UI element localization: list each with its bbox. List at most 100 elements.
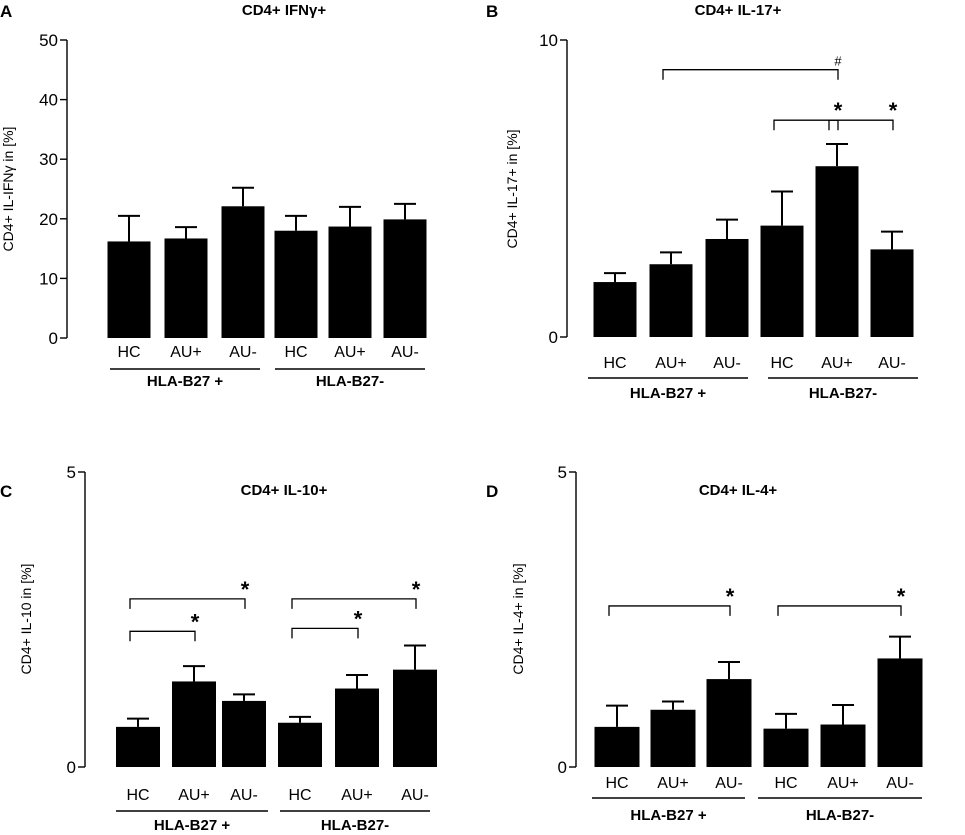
y-tick-label: 5 (558, 463, 567, 482)
significance-bracket (129, 630, 196, 642)
significance-bracket (773, 119, 839, 131)
panel-letter: B (486, 2, 498, 21)
group-label: HLA-B27- (809, 385, 877, 402)
category-label: AU+ (821, 355, 853, 372)
bar-c-2 (222, 700, 266, 767)
y-tick-label: 30 (39, 150, 58, 169)
y-tick-label: 20 (39, 210, 58, 229)
chart-title: CD4+ IL-4+ (699, 482, 778, 499)
panel-d: D CD4+ IL-4+ 0 5 CD4+ IL-4+ in [%] HC AU+ AU- HC… (486, 463, 923, 824)
panel-letter: D (486, 482, 498, 501)
significance-symbol: * (726, 584, 735, 609)
significance-symbol: * (191, 609, 200, 634)
y-axis-label: CD4+ IL-10 in [%] (18, 564, 34, 675)
bar-c-1 (172, 681, 216, 767)
significance-symbol: * (412, 577, 421, 602)
group-label: HLA-B27 + (154, 817, 231, 834)
category-label: AU+ (341, 787, 373, 804)
bar-b-2 (705, 238, 749, 337)
bar-b-4 (815, 166, 859, 337)
group-label: HLA-B27- (321, 817, 389, 834)
group-label: HLA-B27 + (630, 385, 707, 402)
significance-symbol: * (834, 98, 843, 123)
category-label: AU- (391, 344, 419, 361)
y-tick-label: 0 (558, 758, 567, 777)
significance-bracket (777, 605, 902, 616)
panel-a: A CD4+ IFNγ+ 0 10 20 30 40 50 CD4+ IL-IFNγ in [%… (0, 2, 427, 390)
bar-c-5 (393, 669, 437, 767)
group-label: HLA-B27- (316, 373, 384, 390)
bar-a-3 (274, 230, 318, 338)
category-label: AU- (229, 344, 257, 361)
y-tick-label: 10 (539, 31, 558, 50)
bar-c-0 (116, 726, 160, 767)
bar-d-4 (820, 724, 866, 767)
category-label: AU- (401, 787, 429, 804)
significance-symbol: * (354, 606, 363, 631)
category-label: AU- (886, 775, 914, 792)
panel-letter: C (0, 482, 12, 501)
chart-title: CD4+ IL-17+ (695, 2, 782, 19)
bar-d-1 (650, 709, 696, 767)
category-label: AU+ (655, 355, 687, 372)
significance-symbol: * (889, 98, 898, 123)
category-label: AU+ (178, 787, 210, 804)
category-label: HC (774, 775, 797, 792)
bar-a-1 (164, 238, 208, 338)
significance-bracket (662, 69, 839, 80)
category-label: AU+ (827, 775, 859, 792)
significance-bracket (291, 598, 417, 609)
group-label: HLA-B27 + (630, 807, 707, 824)
bar-d-3 (763, 728, 809, 767)
significance-bracket (291, 627, 359, 639)
significance-bracket (129, 598, 246, 609)
y-tick-label: 0 (67, 758, 76, 777)
category-label: AU+ (334, 344, 366, 361)
category-label: AU- (878, 355, 906, 372)
significance-symbol: * (241, 577, 250, 602)
bar-b-3 (760, 225, 804, 337)
category-label: AU+ (657, 775, 689, 792)
bar-a-2 (221, 206, 265, 338)
group-label: HLA-B27- (806, 807, 874, 824)
bar-c-4 (335, 688, 379, 767)
significance-symbol: * (897, 584, 906, 609)
category-label: AU- (715, 775, 743, 792)
bar-d-0 (594, 726, 640, 767)
category-label: AU- (230, 787, 258, 804)
bar-a-0 (107, 241, 151, 338)
category-label: HC (284, 344, 307, 361)
chart-title: CD4+ IFNγ+ (242, 2, 326, 19)
bar-a-4 (328, 226, 372, 338)
y-tick-label: 5 (67, 463, 76, 482)
panel-b: B CD4+ IL-17+ 0 10 CD4+ IL-17+ in [%] HC AU+ AU… (486, 2, 918, 402)
category-label: AU- (713, 355, 741, 372)
group-label: HLA-B27 + (147, 373, 224, 390)
category-label: AU+ (170, 344, 202, 361)
bar-c-3 (278, 722, 322, 767)
category-label: HC (288, 787, 311, 804)
panel-letter: A (0, 2, 12, 21)
y-axis-label: CD4+ IL-17+ in [%] (504, 129, 520, 248)
y-tick-label: 40 (39, 91, 58, 110)
bar-b-5 (870, 249, 914, 337)
bar-b-0 (593, 282, 637, 337)
y-tick-label: 10 (39, 269, 58, 288)
category-label: HC (117, 344, 140, 361)
category-label: HC (770, 355, 793, 372)
bar-d-2 (706, 679, 752, 767)
category-label: HC (126, 787, 149, 804)
y-axis-label: CD4+ IL-IFNγ in [%] (0, 127, 16, 252)
significance-bracket (828, 119, 894, 131)
bar-a-5 (383, 219, 427, 338)
chart-title: CD4+ IL-10+ (241, 482, 328, 499)
y-axis-label: CD4+ IL-4+ in [%] (510, 563, 526, 674)
y-tick-label: 0 (549, 328, 558, 347)
y-tick-label: 50 (39, 31, 58, 50)
bar-d-5 (877, 658, 923, 767)
panel-c: C CD4+ IL-10+ 0 5 CD4+ IL-10 in [%] HC AU+ AU- H… (0, 463, 437, 834)
y-tick-label: 0 (49, 329, 58, 348)
category-label: HC (603, 355, 626, 372)
